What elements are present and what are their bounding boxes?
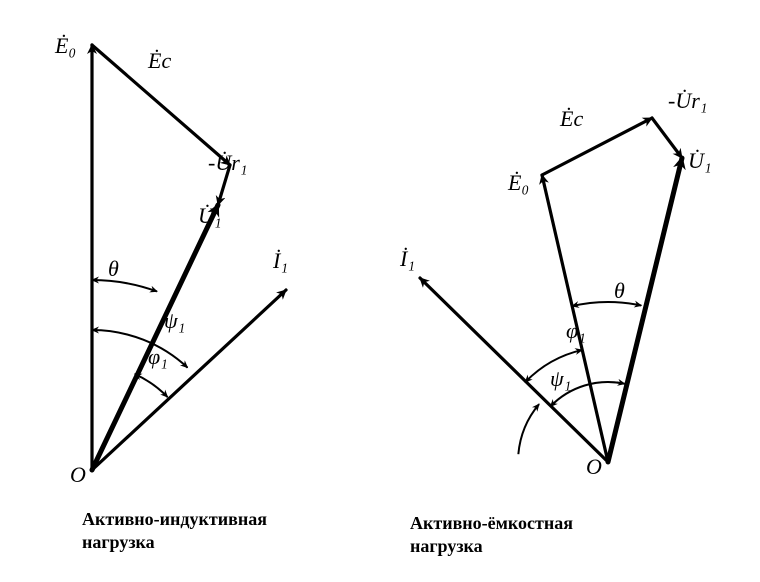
diagram-svg <box>0 0 760 582</box>
right-label-psi: ψ₁ <box>550 366 571 392</box>
right-origin-label: O <box>586 454 602 480</box>
right-segment-Ec <box>542 118 652 175</box>
diagram-stage: O Ė₀ Ėc -U̇r₁ U̇₁ İ₁ θ ψ₁ φ₁ Активно-индуктивная … <box>0 0 760 582</box>
left-origin-label: O <box>70 462 86 488</box>
right-label-U1: U̇₁ <box>688 148 712 174</box>
right-label-Ur1: -U̇r₁ <box>668 88 707 114</box>
right-label-E0: Ė₀ <box>508 170 529 196</box>
right-label-I1: İ₁ <box>400 246 415 272</box>
left-label-Ur1: -U̇r₁ <box>208 150 247 176</box>
left-label-psi: ψ₁ <box>164 308 185 334</box>
left-label-theta: θ <box>108 256 119 282</box>
left-label-phi: φ₁ <box>148 344 168 370</box>
left-label-E0: Ė₀ <box>55 33 76 59</box>
left-vector-I1 <box>92 290 286 470</box>
left-vector-U1 <box>92 205 218 470</box>
right-label-theta: θ <box>614 278 625 304</box>
right-vector-I1 <box>420 278 608 462</box>
left-label-Ec: Ėc <box>148 48 171 74</box>
left-caption: Активно-индуктивная нагрузка <box>82 508 267 553</box>
right-label-Ec: Ėc <box>560 106 583 132</box>
right-label-phi: φ₁ <box>566 318 586 344</box>
left-label-I1: İ₁ <box>273 248 288 274</box>
left-label-U1: U̇₁ <box>198 203 222 229</box>
right-segment-Ur1 <box>652 118 682 158</box>
right-vector-U1 <box>608 158 682 462</box>
right-caption: Активно-ёмкостная нагрузка <box>410 512 573 557</box>
